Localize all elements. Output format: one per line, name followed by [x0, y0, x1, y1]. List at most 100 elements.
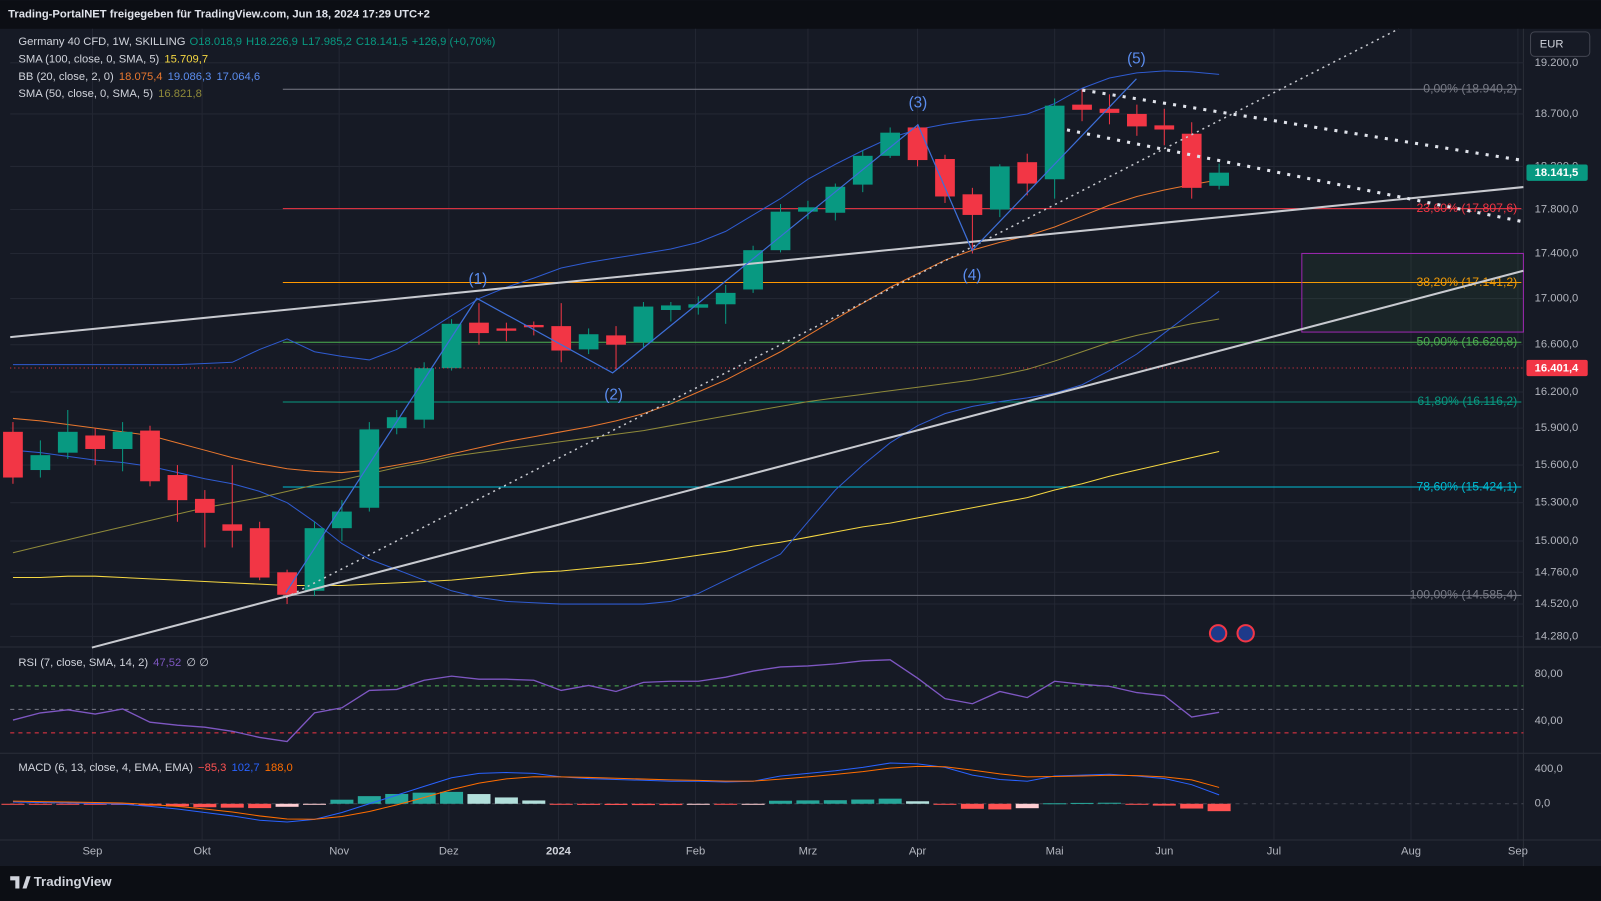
y-tick-label: 15.900,0: [1535, 422, 1579, 434]
legend-value: 188,0: [265, 762, 293, 774]
histogram-bar: [906, 801, 930, 804]
histogram-bar: [851, 799, 875, 804]
fib-label: 100,00% (14.585,4): [1410, 588, 1518, 602]
histogram-bar: [330, 799, 354, 804]
x-tick-label: Jun: [1155, 846, 1173, 858]
histogram-bar: [741, 803, 765, 805]
histogram-bar: [1125, 803, 1149, 805]
ohlc-label: H18.226,9: [246, 36, 298, 48]
ohlc-label: L17.985,2: [302, 36, 352, 48]
price-label: 16.401,4: [1535, 362, 1579, 374]
footer: [0, 866, 1601, 901]
candle-body: [332, 511, 352, 529]
event-icon[interactable]: [1236, 624, 1255, 643]
y-tick-label: 17.400,0: [1535, 247, 1579, 259]
fib-label: 23,60% (17.807,6): [1416, 201, 1517, 215]
legend-value: 17.064,6: [216, 71, 260, 83]
legend-name: SMA (100, close, 0, SMA, 5): [18, 53, 159, 65]
histogram-bar: [960, 803, 984, 809]
event-icon[interactable]: [1208, 624, 1228, 643]
candle-body: [551, 326, 572, 351]
fib-label: 50,00% (16.620,8): [1416, 335, 1517, 349]
candle-body: [112, 431, 133, 449]
drawings: [10, 28, 1524, 649]
histogram-bar: [714, 803, 738, 805]
x-tick-label: Dez: [439, 846, 459, 858]
candle-body: [249, 528, 270, 578]
trend-line: [10, 186, 1524, 339]
legend-row: BB (20, close, 2, 0) 18.075,4 19.086,3 17.0…: [18, 71, 260, 83]
y-tick-label: 17.000,0: [1535, 293, 1579, 305]
histogram-bar: [1070, 802, 1094, 804]
x-tick-label: 2024: [546, 846, 572, 858]
indicator-line: [12, 70, 1220, 366]
candle-body: [1127, 113, 1147, 127]
histogram-bar: [385, 793, 409, 804]
candle-body: [1044, 105, 1065, 180]
histogram-bar: [1152, 803, 1176, 806]
histogram-bar: [988, 803, 1012, 810]
candle-body: [962, 194, 983, 215]
legend-value: 16.821,8: [158, 88, 202, 100]
candle-body: [414, 368, 435, 420]
brand: TradingView: [34, 874, 113, 889]
legend-name: RSI (7, close, SMA, 14, 2): [18, 657, 148, 669]
candle-body: [167, 475, 188, 501]
candle-body: [85, 435, 106, 449]
y-tick-label: 400,0: [1535, 763, 1563, 775]
ohlc-label: C18.141,5: [356, 36, 408, 48]
x-tick-label: Sep: [82, 846, 102, 858]
histogram-bar: [275, 803, 299, 807]
histogram-bar: [220, 803, 244, 808]
histogram-bar: [28, 803, 52, 805]
legend-title: Germany 40 CFD, 1W, SKILLING: [18, 36, 185, 48]
currency-box[interactable]: [1530, 31, 1591, 57]
wave-path: [285, 78, 1137, 593]
candle-body: [798, 207, 818, 212]
candle-body: [935, 158, 955, 197]
histogram-bar: [1180, 803, 1204, 809]
candle-body: [469, 322, 489, 334]
legend-row: MACD (6, 13, close, 4, EMA, EMA) −85,3 102…: [18, 762, 292, 774]
y-tick-label: 80,00: [1535, 668, 1563, 680]
y-tick-label: 16.600,0: [1535, 339, 1579, 351]
candle-body: [880, 132, 901, 156]
wedge-line: [1082, 88, 1524, 163]
histogram-bar: [83, 803, 107, 805]
legend-extra: ∅ ∅: [186, 657, 209, 669]
candle-body: [1154, 125, 1175, 130]
histogram-bar: [412, 792, 436, 804]
histogram-bar: [494, 797, 518, 804]
macd-line: [12, 762, 1220, 823]
x-tick-label: Mai: [1046, 846, 1064, 858]
candle-body: [633, 306, 654, 343]
top-bar: [0, 0, 1601, 29]
x-tick-label: Aug: [1401, 846, 1421, 858]
x-tick-label: Sep: [1508, 846, 1528, 858]
histogram-bar: [1097, 802, 1121, 804]
legend-name: SMA (50, close, 0, SMA, 5): [18, 88, 153, 100]
candle-body: [1181, 133, 1202, 188]
x-tick-label: Jul: [1267, 846, 1281, 858]
histogram-bar: [1043, 803, 1067, 805]
wave-label: (3): [909, 94, 928, 111]
candle-body: [907, 127, 928, 161]
histogram-bar: [1, 803, 25, 805]
candle-body: [496, 328, 517, 331]
histogram-bar: [1015, 803, 1039, 809]
price-label-bg: [1526, 164, 1588, 181]
histogram-bar: [796, 800, 820, 804]
y-tick-label: 19.200,0: [1535, 57, 1579, 69]
candle-body: [578, 334, 599, 350]
rsi-line: [12, 659, 1220, 743]
y-tick-label: 14.520,0: [1535, 598, 1579, 610]
candle-body: [222, 524, 243, 531]
candle-body: [688, 304, 709, 308]
histogram-bar: [686, 803, 710, 805]
legend-row: SMA (50, close, 0, SMA, 5) 16.821,8: [18, 88, 201, 100]
y-tick-label: 15.000,0: [1535, 535, 1579, 547]
histogram-bar: [522, 800, 546, 804]
histogram-bar: [878, 798, 902, 804]
histogram-bar: [302, 803, 327, 805]
